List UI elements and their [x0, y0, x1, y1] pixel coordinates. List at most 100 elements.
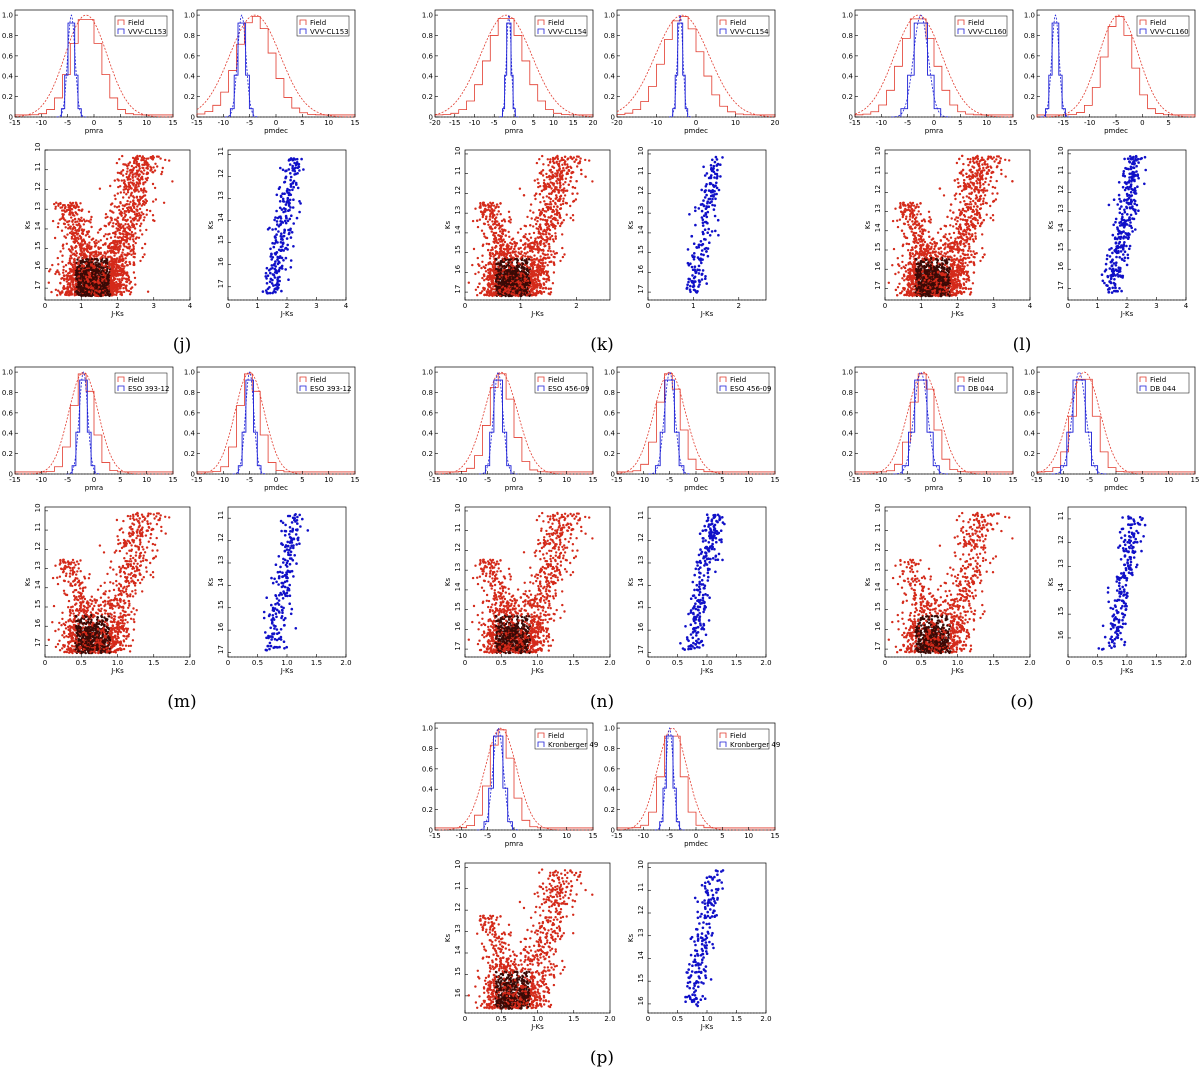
cluster-star-point: [290, 231, 294, 234]
field-star-point: [124, 233, 128, 236]
field-star-point: [539, 223, 542, 226]
field-star-point: [62, 265, 65, 268]
field-star-point: [110, 241, 113, 245]
field-star-point: [116, 220, 119, 223]
cluster-star-point: [294, 163, 298, 167]
field-star-point: [131, 181, 134, 185]
cluster-histogram: [229, 22, 254, 118]
field-star-point: [571, 214, 575, 217]
field-star-point: [67, 206, 70, 209]
field-star-point: [549, 287, 553, 290]
field-star-point: [64, 270, 68, 273]
field-star-point: [107, 279, 110, 282]
field-star-point: [62, 247, 65, 250]
field-star-point: [64, 293, 67, 296]
field-star-point: [127, 188, 130, 191]
field-star-point: [542, 233, 545, 236]
cluster-star-point: [288, 158, 291, 161]
field-star-point: [530, 249, 533, 252]
field-star-point: [548, 238, 552, 241]
field-star-point: [82, 223, 86, 226]
field-star-point: [542, 242, 546, 245]
field-star-point: [129, 168, 133, 172]
y-tick-label: 13: [217, 191, 225, 200]
x-axis-label: pmra: [505, 127, 523, 135]
field-star-point: [140, 189, 143, 192]
panel-group-k: -20 -15 -10 -5 0 5 10 15 2000.20.40.60.81.0pmraF…: [422, 9, 779, 355]
x-tick-label: 0: [226, 302, 230, 310]
y-tick-label: 0.8: [184, 32, 195, 40]
field-star-point: [133, 213, 137, 216]
cluster-star-point: [272, 245, 276, 249]
x-axis-label: pmdec: [684, 127, 708, 135]
cluster-star-point: [285, 216, 288, 219]
field-star-point: [132, 205, 136, 208]
field-star-point: [87, 210, 91, 213]
cluster-star-point: [289, 266, 293, 269]
cluster-star-point: [269, 271, 272, 275]
field-star-point: [124, 253, 127, 257]
x-axis-label: J-Ks: [110, 310, 124, 318]
field-gaussian-fit: [196, 14, 356, 118]
field-star-point: [554, 188, 557, 191]
field-star-point: [88, 278, 92, 281]
y-tick-label: 0.6: [604, 52, 616, 60]
field-star-point: [108, 232, 111, 236]
field-star-point: [122, 163, 125, 166]
field-star-point: [126, 191, 130, 194]
field-star-point: [482, 243, 485, 246]
field-star-point: [68, 271, 71, 275]
x-tick-label: 10: [731, 119, 740, 127]
cluster-star-point: [269, 267, 273, 271]
y-tick-label: 0.4: [2, 73, 14, 81]
field-star-point: [113, 287, 116, 290]
field-star-point: [97, 282, 100, 285]
field-star-point: [100, 256, 103, 259]
field-star-point: [552, 184, 555, 187]
field-star-point: [70, 211, 74, 214]
field-star-point: [91, 282, 94, 285]
field-star-point: [530, 217, 533, 220]
field-star-point: [491, 201, 495, 205]
field-star-point: [138, 165, 141, 168]
field-star-point: [70, 230, 73, 233]
cluster-star-point: [276, 241, 279, 244]
field-star-point: [110, 217, 113, 220]
field-star-point: [58, 291, 62, 295]
field-star-point: [495, 223, 498, 226]
cluster-star-point: [289, 206, 292, 209]
field-star-point: [101, 293, 105, 296]
field-star-point: [545, 280, 548, 283]
field-star-point: [145, 228, 148, 232]
field-star-point: [108, 246, 112, 250]
field-star-point: [74, 211, 77, 214]
field-star-point: [51, 219, 55, 223]
field-star-point: [160, 172, 163, 176]
field-star-point: [119, 191, 123, 194]
field-star-point: [115, 222, 118, 226]
field-star-point: [145, 208, 149, 212]
field-star-point: [117, 264, 120, 267]
field-star-point: [68, 257, 72, 260]
field-star-point: [65, 209, 68, 212]
cluster-star-point: [277, 225, 281, 228]
field-star-point: [69, 274, 72, 278]
y-tick-label: 0.2: [604, 93, 615, 101]
field-star-point: [532, 211, 535, 214]
field-star-point: [90, 238, 94, 241]
field-star-point: [555, 161, 558, 164]
cluster-star-point: [297, 162, 301, 166]
field-star-point: [86, 258, 89, 261]
field-star-point: [526, 215, 529, 219]
field-star-point: [127, 242, 130, 246]
field-star-point: [120, 170, 123, 173]
cluster-star-point: [288, 163, 292, 166]
field-star-point: [109, 293, 112, 296]
field-star-point: [544, 286, 547, 289]
cluster-star-point: [286, 219, 290, 223]
x-tick-label: 5: [300, 119, 304, 127]
field-star-point: [538, 208, 541, 212]
cluster-star-point: [281, 241, 285, 244]
field-star-point: [537, 251, 540, 254]
field-star-point: [90, 271, 94, 275]
